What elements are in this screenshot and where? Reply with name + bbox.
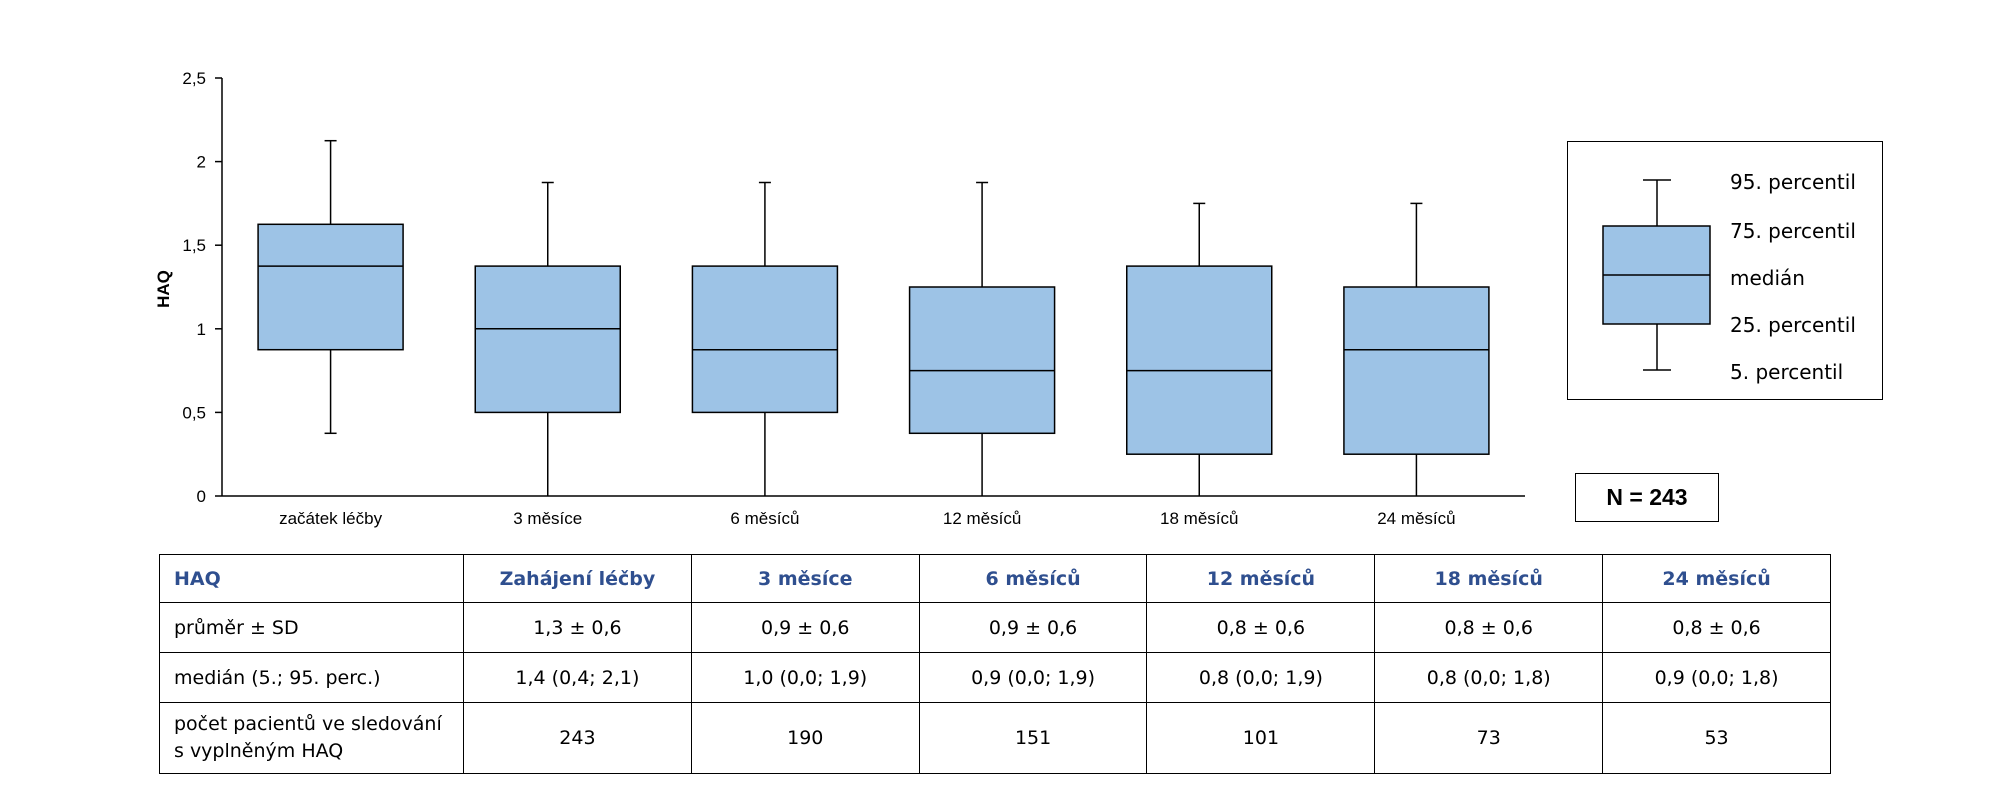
table-cell: 53 [1602, 702, 1831, 774]
y-tick-label: 2,5 [182, 69, 206, 88]
y-tick-label: 0 [197, 487, 206, 506]
legend-label-p5: 5. percentil [1730, 360, 1844, 384]
table-cell: 1,3 ± 0,6 [463, 602, 692, 653]
table-header-cell: 18 měsíců [1374, 554, 1604, 603]
table-header-cell: 6 měsíců [918, 554, 1148, 603]
boxplot-chart: 0 0,5 1 1,5 2 2,5 HAQ začátek léčby 3 měsíce 6 mě… [154, 69, 1525, 528]
table-cell: 0,8 (0,0; 1,9) [1146, 652, 1376, 703]
y-tick-label: 0,5 [182, 403, 206, 422]
table-cell: 0,8 ± 0,6 [1146, 602, 1376, 653]
y-tick-label: 2 [197, 153, 206, 172]
table-cell: 0,9 ± 0,6 [918, 602, 1148, 653]
x-tick-label: 3 měsíce [513, 509, 582, 528]
box-rect [257, 223, 404, 351]
legend-label-median: medián [1730, 266, 1805, 290]
legend-label-p95: 95. percentil [1730, 170, 1856, 194]
table-cell: 0,9 (0,0; 1,9) [918, 652, 1148, 703]
table-cell: 0,9 ± 0,6 [690, 602, 920, 653]
box-rect [1343, 286, 1490, 455]
legend-box [1567, 141, 1883, 400]
table-cell: 73 [1374, 702, 1604, 774]
table-row-label-line2: s vyplněným HAQ [174, 740, 344, 762]
box-rect [474, 265, 621, 414]
table-row: počet pacientů ve sledování s vyplněným … [159, 702, 1831, 774]
box-rect [691, 265, 839, 414]
table-header-cell: 3 měsíce [690, 554, 920, 603]
table-header-cell: 24 měsíců [1602, 554, 1831, 603]
table-row-label-line1: počet pacientů ve sledování [174, 713, 442, 735]
table-row: medián (5.; 95. perc.) 1,4 (0,4; 2,1) 1,… [159, 652, 1831, 703]
legend-label-p25: 25. percentil [1730, 313, 1856, 337]
x-tick-label: 18 měsíců [1160, 509, 1238, 528]
table-cell: 243 [463, 702, 692, 774]
summary-table: HAQ Zahájení léčby 3 měsíce 6 měsíců 12 … [159, 554, 1831, 774]
table-row-label: medián (5.; 95. perc.) [159, 652, 464, 703]
y-tick-label: 1,5 [182, 236, 206, 255]
x-tick-label: 24 měsíců [1377, 509, 1455, 528]
box-rect [1126, 265, 1273, 455]
table-cell: 0,8 ± 0,6 [1602, 602, 1831, 653]
sample-size-box: N = 243 [1575, 473, 1719, 522]
table-cell: 151 [918, 702, 1148, 774]
table-header-cell: HAQ [159, 554, 464, 603]
x-tick-label: 12 měsíců [943, 509, 1021, 528]
table-row: průměr ± SD 1,3 ± 0,6 0,9 ± 0,6 0,9 ± 0,… [159, 602, 1831, 653]
legend-box-sample [1602, 179, 1711, 371]
legend-label-p75: 75. percentil [1730, 219, 1856, 243]
table-cell: 190 [690, 702, 920, 774]
x-tick-label: začátek léčby [279, 509, 382, 528]
table-row-label: průměr ± SD [159, 602, 464, 653]
table-header-cell: Zahájení léčby [463, 554, 692, 603]
x-tick-label: 6 měsíců [730, 509, 799, 528]
table-header-row: HAQ Zahájení léčby 3 měsíce 6 měsíců 12 … [159, 554, 1831, 603]
table-header-cell: 12 měsíců [1146, 554, 1376, 603]
y-tick-label: 1 [197, 320, 206, 339]
box-rect [908, 286, 1056, 435]
table-cell: 1,0 (0,0; 1,9) [690, 652, 920, 703]
table-cell: 101 [1146, 702, 1376, 774]
table-row-label: počet pacientů ve sledování s vyplněným … [159, 702, 464, 774]
table-cell: 0,8 ± 0,6 [1374, 602, 1604, 653]
y-axis-title: HAQ [154, 270, 173, 308]
table-cell: 0,9 (0,0; 1,8) [1602, 652, 1831, 703]
table-cell: 1,4 (0,4; 2,1) [463, 652, 692, 703]
table-cell: 0,8 (0,0; 1,8) [1374, 652, 1604, 703]
